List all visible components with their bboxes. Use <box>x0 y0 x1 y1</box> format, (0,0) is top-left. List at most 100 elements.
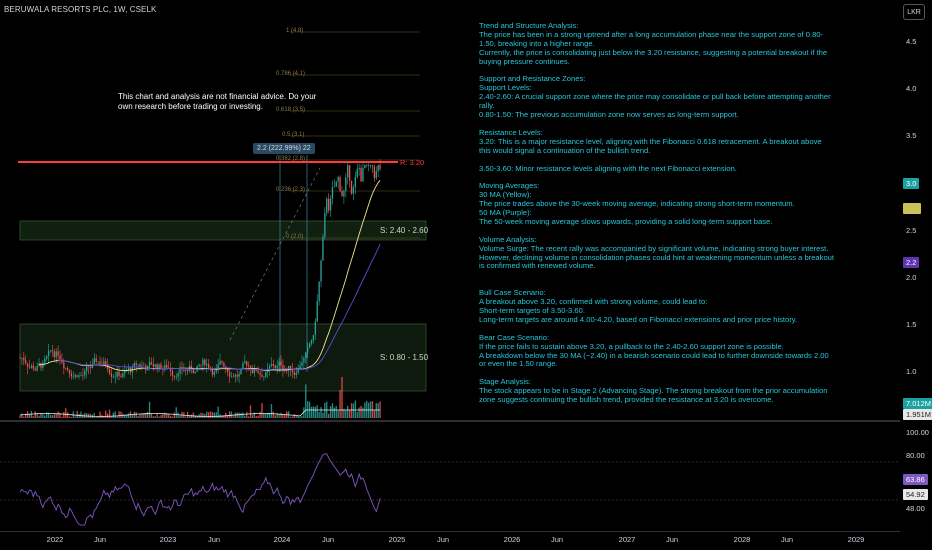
candle-body <box>65 367 67 369</box>
candle-body <box>253 368 256 374</box>
volume-bar <box>217 406 219 418</box>
volume-bar <box>76 410 78 418</box>
candle-body <box>87 366 90 367</box>
candle-body <box>265 371 267 377</box>
volume-bar <box>227 415 229 418</box>
candle-body <box>40 363 42 368</box>
volume-bar <box>80 411 82 418</box>
volume-bar <box>293 414 296 418</box>
candle-body <box>343 190 345 197</box>
volume-bar <box>375 403 377 418</box>
price-chart[interactable] <box>0 0 900 531</box>
candle-body <box>219 361 221 365</box>
candle-body <box>215 368 217 372</box>
candle-body <box>158 364 160 370</box>
candle-body <box>91 363 94 369</box>
candle-body <box>141 365 143 367</box>
candle-body <box>34 368 36 371</box>
volume-bar <box>49 414 52 418</box>
volume-bar <box>320 407 322 418</box>
volume-bar <box>70 416 73 418</box>
candle-body <box>26 363 29 368</box>
candle-body <box>173 375 175 377</box>
volume-bar <box>25 413 27 418</box>
volume-bar <box>74 416 76 418</box>
candle-body <box>47 350 50 357</box>
support-zone-upper <box>19 220 427 241</box>
volume-bar <box>377 403 379 418</box>
candle-body <box>21 357 23 359</box>
volume-bar <box>139 413 141 418</box>
volume-bar <box>244 415 246 418</box>
candle-body <box>249 365 252 370</box>
candle-body <box>156 364 158 370</box>
volume-bar <box>53 414 55 418</box>
volume-bar <box>169 415 172 418</box>
candle-body <box>57 351 59 356</box>
candle-body <box>360 167 362 182</box>
candle-body <box>356 169 358 178</box>
volume-bar <box>339 390 341 418</box>
candle-body <box>289 365 292 371</box>
time-tick: 2028 <box>733 535 751 544</box>
volume-bar <box>284 414 286 418</box>
volume-bar <box>265 413 267 418</box>
candle-body <box>345 177 347 191</box>
volume-bar <box>356 411 358 418</box>
volume-bar <box>19 415 21 418</box>
candle-body <box>179 368 181 374</box>
candle-body <box>108 369 111 374</box>
candle-body <box>257 370 259 374</box>
volume-bar <box>310 406 313 418</box>
volume-bar <box>152 416 155 418</box>
volume-ma-badge: 1.951M <box>903 409 932 420</box>
price-tick: 4.5 <box>906 37 917 46</box>
time-tick: Jun <box>207 535 221 544</box>
candle-body <box>326 198 328 214</box>
volume-bar <box>162 414 164 418</box>
volume-bar <box>206 411 208 418</box>
candle-body <box>213 371 216 375</box>
candle-body <box>42 362 44 368</box>
candle-body <box>133 363 135 368</box>
last-price-badge: 3.0 <box>903 178 920 189</box>
time-tick: Jun <box>93 535 107 544</box>
volume-bar <box>133 411 135 418</box>
candle-body <box>308 343 311 348</box>
candle-body <box>70 373 73 377</box>
candle-body <box>177 373 179 377</box>
volume-bar <box>278 414 280 418</box>
fib-trend-line <box>229 167 321 341</box>
time-tick: Jun <box>780 535 794 544</box>
volume-bar <box>301 415 303 418</box>
volume-bar <box>47 412 50 418</box>
volume-bar <box>291 416 294 418</box>
volume-bar <box>196 415 198 418</box>
rsi-tick: 100.00 <box>906 428 929 437</box>
candle-body <box>171 371 174 376</box>
support-lower-label: S: 0.80 - 1.50 <box>380 353 429 362</box>
candle-body <box>36 366 38 371</box>
volume-bar <box>61 416 63 418</box>
volume-bar <box>261 403 263 418</box>
candle-body <box>238 374 240 377</box>
candle-body <box>74 375 76 377</box>
time-tick: 2026 <box>503 535 521 544</box>
volume-ma-line <box>19 409 381 417</box>
volume-bar <box>232 416 235 418</box>
volume-bar <box>156 413 158 418</box>
candle-body <box>371 165 374 167</box>
volume-bar <box>238 412 240 418</box>
volume-bar <box>116 416 118 418</box>
time-tick: 2023 <box>159 535 177 544</box>
candle-body <box>124 371 126 374</box>
volume-bar <box>158 416 160 418</box>
pane-divider[interactable] <box>0 420 900 422</box>
volume-bar <box>137 416 139 418</box>
volume-bar <box>207 412 210 418</box>
currency-button[interactable]: LKR <box>903 4 925 20</box>
candle-body <box>347 165 349 178</box>
volume-bar <box>154 416 156 418</box>
candle-body <box>227 368 229 372</box>
volume-bar <box>333 407 336 418</box>
